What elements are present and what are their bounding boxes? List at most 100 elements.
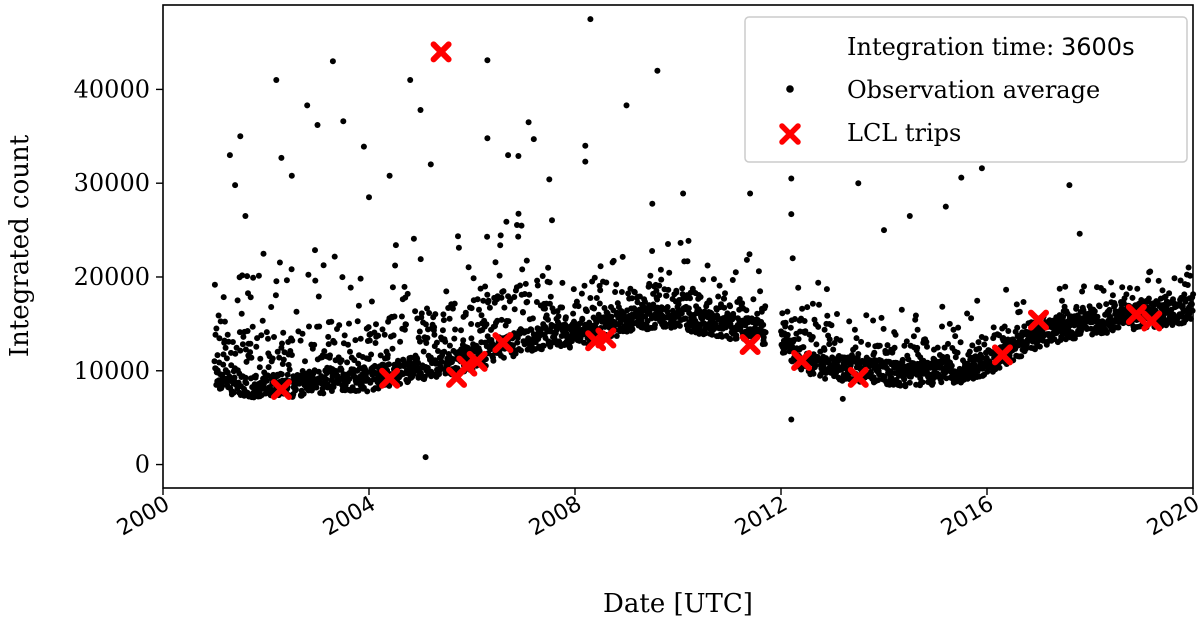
observation-point	[533, 299, 540, 305]
legend-title-value: 3600s	[1061, 33, 1135, 61]
observation-point	[416, 328, 423, 335]
observation-point	[211, 358, 218, 365]
observation-point	[321, 348, 328, 355]
observation-point	[666, 269, 673, 276]
observation-point	[821, 346, 828, 353]
lcl-trip-marker	[791, 349, 813, 371]
observation-point	[515, 233, 522, 240]
observation-point	[446, 315, 453, 322]
observation-point	[722, 290, 728, 297]
observation-point	[283, 277, 290, 284]
observation-point	[311, 341, 318, 348]
observation-point	[500, 288, 507, 295]
observation-point	[642, 298, 648, 305]
observation-point	[815, 279, 822, 286]
observation-point	[340, 118, 347, 125]
observation-point	[1145, 277, 1152, 284]
observation-point	[952, 333, 959, 340]
observation-point	[347, 284, 354, 291]
observation-point	[276, 259, 283, 266]
observation-point	[483, 321, 490, 328]
lcl-trip-marker	[492, 332, 514, 354]
observation-point	[762, 329, 769, 336]
observation-point	[269, 355, 276, 362]
observation-point	[809, 300, 816, 307]
observation-point	[244, 273, 251, 280]
observation-point	[1066, 182, 1073, 189]
observation-point	[892, 331, 899, 338]
observation-point	[288, 352, 295, 358]
observation-point	[452, 326, 459, 333]
observation-point	[366, 194, 372, 201]
observation-point	[476, 306, 482, 313]
observation-point	[418, 370, 424, 377]
observation-point	[312, 277, 319, 284]
observation-point	[852, 344, 859, 351]
observation-point	[336, 322, 343, 329]
observation-point	[424, 364, 431, 371]
observation-point	[652, 321, 658, 328]
observation-point	[286, 366, 293, 373]
observation-point	[232, 350, 239, 357]
observation-point	[761, 340, 768, 347]
observation-point	[1014, 324, 1021, 331]
observation-point	[392, 262, 399, 269]
observation-point	[525, 119, 532, 126]
observation-point	[316, 323, 323, 330]
observation-point	[304, 102, 311, 109]
observation-point	[357, 335, 364, 342]
observation-point	[441, 348, 448, 355]
observation-point	[389, 284, 396, 291]
observation-point	[1145, 295, 1152, 302]
observation-point	[289, 337, 296, 344]
observation-point	[403, 321, 409, 328]
lcl-trip-marker	[991, 344, 1013, 366]
observation-point	[276, 354, 283, 361]
observation-point	[502, 322, 509, 329]
observation-point	[634, 299, 641, 306]
plot-frame	[162, 4, 1194, 489]
observation-point	[1076, 230, 1083, 237]
observation-point	[582, 142, 589, 149]
observation-point	[292, 386, 299, 393]
observation-point	[684, 258, 691, 265]
observation-point	[891, 344, 898, 351]
observation-point	[288, 172, 295, 179]
observation-point	[492, 259, 499, 266]
observation-point	[212, 331, 219, 338]
observation-point	[596, 282, 603, 289]
observation-point	[426, 310, 433, 316]
observation-point	[788, 416, 795, 423]
observation-point	[559, 279, 566, 286]
lcl-trip-marker	[379, 367, 401, 389]
observation-point	[231, 374, 238, 381]
observation-point	[484, 233, 491, 240]
observation-point	[477, 285, 484, 292]
observation-point	[391, 313, 398, 320]
observation-point	[247, 294, 254, 301]
observation-point	[422, 321, 429, 328]
observation-point	[305, 271, 312, 278]
observation-point	[534, 277, 541, 284]
observation-point	[401, 326, 408, 333]
observation-point	[966, 348, 973, 355]
observation-point	[331, 253, 338, 260]
observation-point	[923, 339, 930, 345]
observation-point	[312, 247, 318, 254]
observation-point	[715, 293, 722, 300]
observation-point	[250, 274, 257, 281]
observation-point	[834, 311, 840, 317]
observation-point	[439, 327, 446, 334]
observation-point	[608, 313, 615, 320]
observation-point	[424, 305, 430, 312]
observation-point	[355, 360, 362, 367]
observation-point	[629, 295, 635, 302]
observation-point	[468, 305, 475, 312]
observation-point	[271, 334, 277, 340]
observation-point	[901, 342, 908, 349]
lcl-trip-marker	[456, 355, 478, 377]
legend-title-text: Integration time:	[847, 33, 1054, 61]
observation-point	[573, 298, 580, 305]
observation-point	[417, 107, 424, 113]
observation-point	[884, 342, 891, 349]
